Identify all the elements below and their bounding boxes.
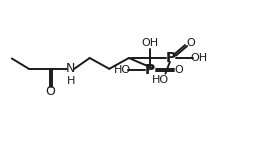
Text: HO: HO xyxy=(151,74,168,85)
Text: HO: HO xyxy=(114,65,131,75)
Text: N: N xyxy=(66,62,75,75)
Text: P: P xyxy=(166,51,176,65)
Text: O: O xyxy=(187,38,195,48)
Text: OH: OH xyxy=(191,53,208,63)
Text: O: O xyxy=(45,85,55,98)
Text: O: O xyxy=(174,65,183,75)
Text: OH: OH xyxy=(142,38,159,48)
Text: H: H xyxy=(67,76,75,86)
Text: P: P xyxy=(145,63,155,77)
